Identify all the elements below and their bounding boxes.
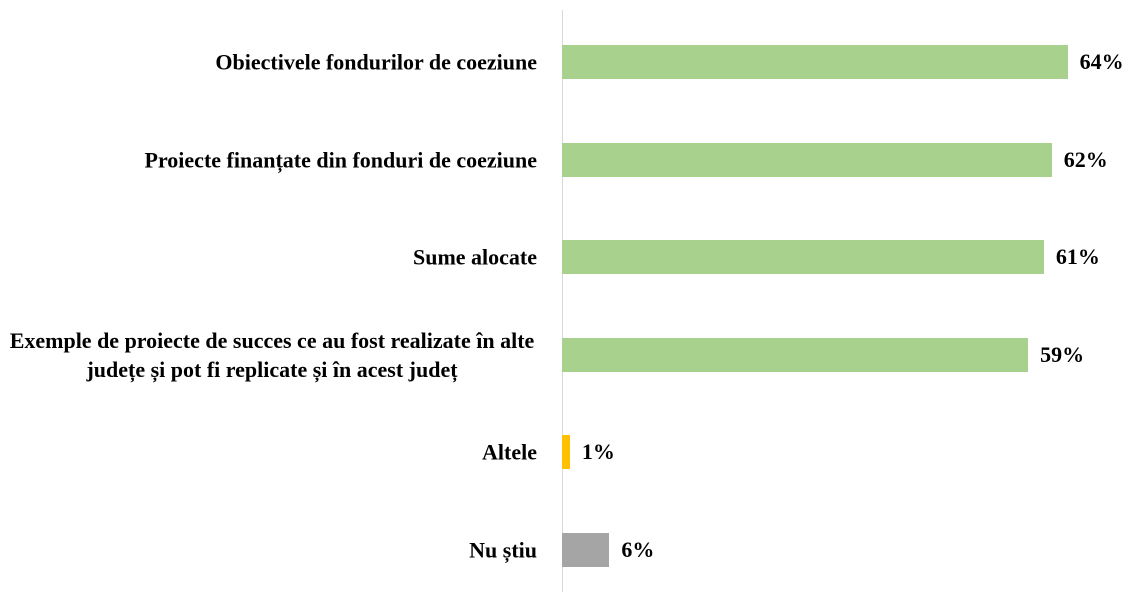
category-label-box: Nu știu <box>0 536 537 565</box>
axis-line <box>562 10 563 592</box>
data-label: 59% <box>1040 341 1085 367</box>
data-label: 1% <box>581 439 615 465</box>
bar <box>562 240 1044 275</box>
category-label: Exemple de proiecte de succes ce au fost… <box>9 327 535 382</box>
category-label-box: Proiecte finanțate din fonduri de coeziu… <box>0 145 538 174</box>
bar <box>562 45 1068 79</box>
bar <box>562 142 1052 177</box>
category-label: Proiecte finanțate din fonduri de coeziu… <box>144 147 538 173</box>
bar <box>562 533 610 567</box>
category-label: Sume alocate <box>412 244 537 270</box>
data-label: 6% <box>621 537 655 562</box>
category-label: Nu știu <box>469 537 537 563</box>
category-label: Altele <box>482 439 537 465</box>
category-label-box: Exemple de proiecte de succes ce au fost… <box>0 326 537 384</box>
category-label-box: Altele <box>0 438 537 467</box>
category-label: Obiectivele fondurilor de coeziune <box>215 49 537 75</box>
data-label: 64% <box>1079 49 1124 74</box>
data-label: 61% <box>1055 244 1100 270</box>
bar <box>562 435 570 470</box>
data-label: 62% <box>1063 146 1108 172</box>
bar <box>562 337 1029 372</box>
category-label-box: Obiectivele fondurilor de coeziune <box>0 48 537 77</box>
category-label-box: Sume alocate <box>0 243 537 272</box>
